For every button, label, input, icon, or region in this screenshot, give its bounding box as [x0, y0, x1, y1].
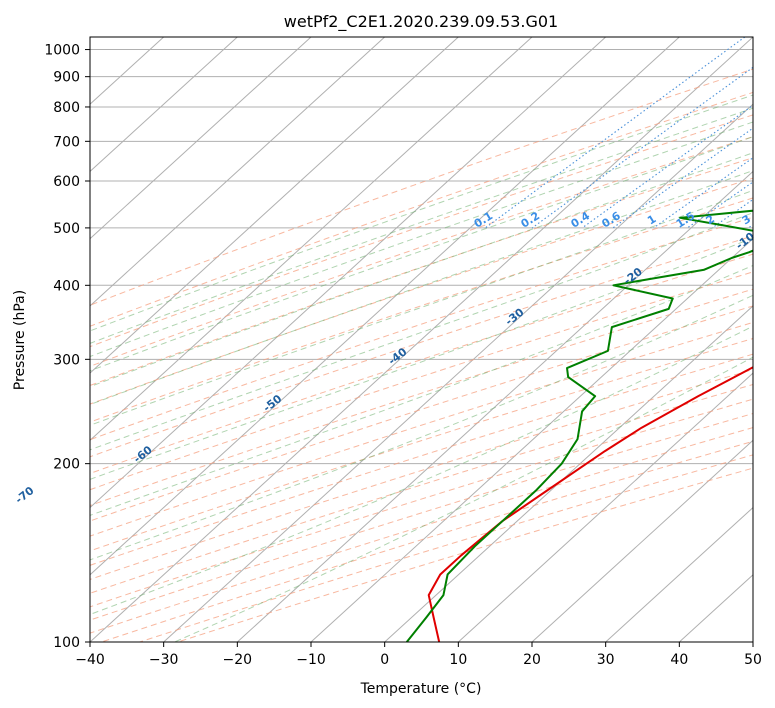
isotherm-line: [236, 170, 753, 642]
dry-adiabat-line: [90, 91, 753, 327]
isotherm-line: [457, 372, 753, 642]
y-tick-label: 700: [53, 134, 80, 150]
data-layer: [405, 209, 753, 642]
x-tick-label: 10: [449, 652, 467, 668]
x-tick-label: 30: [597, 652, 615, 668]
y-tick-label: 300: [53, 352, 80, 368]
dewpoint-line: [405, 209, 753, 642]
moist-adiabat-line: [90, 294, 753, 561]
temperature-line: [427, 366, 753, 642]
x-tick-label: −40: [75, 652, 105, 668]
x-tick-label: 20: [523, 652, 541, 668]
mixing-ratio-line: [485, 37, 746, 229]
moist-adiabat-line: [90, 189, 753, 426]
grid-layer: [90, 37, 753, 642]
isotherm-label: -60: [131, 443, 155, 466]
axis-layer: −40 −30 −20 −10 0 10 20 30 40 50 1000 900 800 700 600 5…: [44, 43, 762, 668]
isotherm-line: [90, 37, 459, 374]
isotherm-line: [384, 305, 753, 642]
mixing-ratio-label: 1: [645, 212, 658, 227]
isotherm-line: [90, 37, 312, 240]
moist-adiabat-line: [90, 325, 753, 616]
dry-adiabat-line: [101, 440, 753, 642]
isotherm-line: [90, 37, 753, 642]
mixing-ratio-label: 3: [740, 212, 753, 227]
y-tick-label: 400: [53, 278, 80, 294]
isotherm-line: [90, 37, 533, 442]
isotherm-line: [752, 641, 753, 642]
chart-title: wetPf2_C2E1.2020.239.09.53.G01: [284, 12, 558, 32]
y-axis-label: Pressure (hPa): [12, 290, 28, 390]
moist-adiabat-line: [90, 212, 753, 451]
dry-adiabat-line: [177, 467, 753, 642]
x-tick-label: −10: [296, 652, 326, 668]
dry-adiabat-line: [90, 305, 753, 522]
isotherm-line: [90, 37, 386, 307]
moist-adiabat-line: [90, 121, 753, 358]
x-axis-label: Temperature (°C): [360, 681, 482, 697]
mixing-ratio-line: [748, 224, 753, 229]
moist-adiabat-line: [90, 237, 753, 480]
y-tick-label: 800: [53, 100, 80, 116]
y-tick-label: 1000: [44, 43, 80, 59]
x-tick-label: 40: [670, 652, 688, 668]
mixing-ratio-line: [653, 157, 753, 229]
dry-adiabat-line: [139, 454, 753, 642]
isotherm-line: [163, 103, 753, 642]
mixing-ratio-label: 0.6: [599, 209, 623, 231]
isotherm-line: [531, 439, 753, 642]
x-tick-label: 0: [380, 652, 389, 668]
isotherm-line: [90, 37, 607, 509]
y-tick-label: 500: [53, 221, 80, 237]
y-tick-label: 100: [53, 635, 80, 651]
y-tick-label: 900: [53, 70, 80, 86]
x-tick-label: −20: [223, 652, 253, 668]
dry-adiabat-line: [90, 321, 753, 537]
dry-adiabat-line: [90, 353, 753, 566]
isotherm-line: [605, 506, 753, 642]
mixing-ratio-line: [531, 66, 753, 229]
isotherm-line: [310, 237, 753, 642]
isotherm-line: [90, 37, 238, 173]
moist-adiabat-line: [90, 107, 753, 344]
moist-adiabat-line: [90, 170, 753, 406]
dry-adiabat-line: [90, 271, 753, 491]
moist-adiabat-line: [90, 152, 753, 388]
isotherm-label: -10: [733, 230, 757, 253]
isotherm-line: [90, 37, 680, 576]
dry-adiabat-line: [90, 427, 753, 634]
isotherm-label: -70: [13, 484, 37, 507]
y-tick-label: 600: [53, 174, 80, 190]
dry-adiabat-line: [90, 114, 753, 348]
moist-adiabat-line: [90, 264, 753, 516]
plot-frame: [89, 36, 754, 643]
y-tick-label: 200: [53, 457, 80, 473]
dry-adiabat-line: [90, 216, 753, 441]
mixing-ratio-line: [612, 127, 753, 229]
mixing-ratio-line: [581, 104, 753, 229]
dry-adiabat-line: [90, 368, 753, 580]
x-tick-label: 50: [744, 652, 762, 668]
moist-adiabat-line: [90, 94, 753, 332]
dry-adiabat-line: [90, 68, 753, 306]
x-tick-label: −30: [149, 652, 179, 668]
moist-adiabat-line: [90, 136, 753, 372]
mixing-ratio-label: 0.4: [569, 209, 593, 231]
